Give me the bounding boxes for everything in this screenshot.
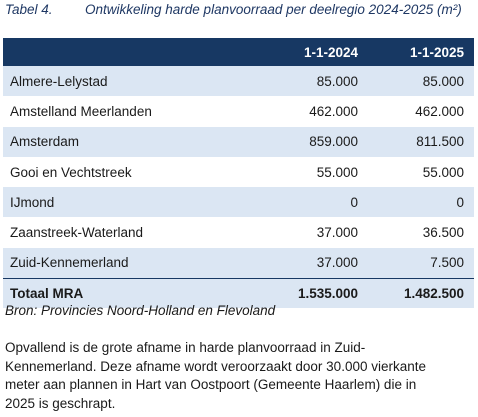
table-row: Gooi en Vechtstreek 55.000 55.000 <box>3 156 474 188</box>
table-row: Almere-Lelystad 85.000 85.000 <box>3 66 474 97</box>
region-cell: Zaanstreek-Waterland <box>10 225 144 241</box>
value-2024-cell: 859.000 <box>309 134 358 150</box>
region-cell: Zuid-Kennemerland <box>10 255 129 271</box>
region-cell: Almere-Lelystad <box>10 73 108 89</box>
value-2025-cell: 7.500 <box>430 255 464 271</box>
value-2024-cell: 37.000 <box>316 225 358 241</box>
table-row: IJmond 0 0 <box>3 187 474 218</box>
total-label-cell: Totaal MRA <box>3 277 262 309</box>
value-2024-cell: 85.000 <box>316 73 358 89</box>
value-2024-cell: 37.000 <box>316 255 358 271</box>
total-2024-cell: 1.535.000 <box>262 277 368 309</box>
region-cell: IJmond <box>10 194 55 210</box>
value-2025-cell: 462.000 <box>415 103 464 119</box>
value-2024-cell: 462.000 <box>309 103 358 119</box>
header-2024: 1-1-2024 <box>303 44 358 60</box>
value-2024-cell: 55.000 <box>316 164 358 180</box>
table-title: Ontwikkeling harde planvoorraad per deel… <box>85 2 462 17</box>
region-cell: Gooi en Vechtstreek <box>10 164 132 180</box>
value-2025-cell: 55.000 <box>422 164 464 180</box>
table-header-row: 1-1-2024 1-1-2025 <box>3 38 474 66</box>
value-2025-cell: 0 <box>456 194 464 210</box>
planvoorraad-table: 1-1-2024 1-1-2025 Almere-Lelystad 85.000… <box>3 38 474 309</box>
table-total-row: Totaal MRA 1.535.000 1.482.500 <box>3 277 474 309</box>
value-2024-cell: 0 <box>350 194 358 210</box>
region-cell: Amsterdam <box>10 134 80 150</box>
table-row: Zaanstreek-Waterland 37.000 36.500 <box>3 217 474 248</box>
table-row: Amsterdam 859.000 811.500 <box>3 126 474 157</box>
value-2025-cell: 85.000 <box>422 73 464 89</box>
header-2025: 1-1-2025 <box>409 44 464 60</box>
table-number: Tabel 4. <box>5 2 53 17</box>
header-region <box>3 38 262 66</box>
total-2025-cell: 1.482.500 <box>368 277 474 309</box>
table-row: Amstelland Meerlanden 462.000 462.000 <box>3 96 474 127</box>
table-row: Zuid-Kennemerland 37.000 7.500 <box>3 247 474 279</box>
table-source: Bron: Provincies Noord-Holland en Flevol… <box>5 303 276 318</box>
value-2025-cell: 36.500 <box>422 225 464 241</box>
table-caption: Tabel 4. Ontwikkeling harde planvoorraad… <box>5 1 475 39</box>
value-2025-cell: 811.500 <box>416 134 464 150</box>
region-cell: Amstelland Meerlanden <box>10 103 152 119</box>
body-paragraph: Opvallend is de grote afname in harde pl… <box>5 340 426 411</box>
